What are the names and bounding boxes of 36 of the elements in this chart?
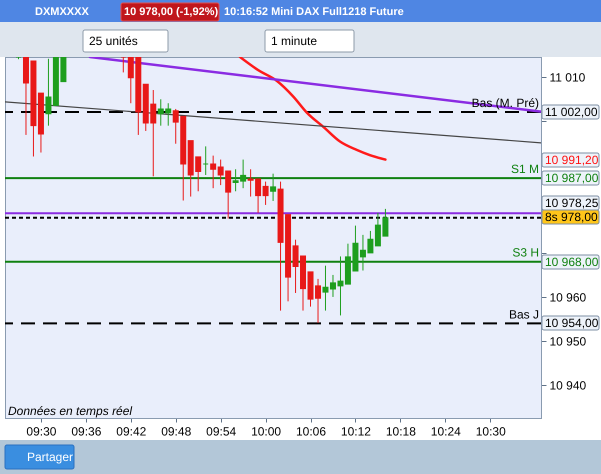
chart-title: 10:16:52 Mini DAX Full1218 Future [224, 6, 404, 18]
line-series [238, 57, 387, 161]
x-tick-label: 09:30 [26, 424, 57, 438]
text: DXMXXXX [35, 6, 90, 18]
x-tick-label: 09:54 [206, 424, 236, 438]
y-tick-label: 10 960 [550, 290, 587, 304]
text: 10 968,00 [545, 255, 599, 269]
x-tick-label: 10:18 [386, 424, 416, 438]
ref-line-label: Bas J [508, 307, 539, 322]
candlestick [202, 146, 209, 176]
text: 10 978,25 [545, 196, 599, 210]
y-tick-label: 10 940 [550, 378, 587, 392]
x-tick-label: 10:30 [476, 424, 506, 438]
x-tick-label: 09:42 [116, 424, 147, 438]
y-tick-label: 10 950 [550, 334, 587, 348]
ref-line-label: S1 M [510, 162, 539, 176]
text: 10 987,00 [545, 171, 599, 185]
text: 10 978,00 (-1,92%) [124, 6, 219, 18]
text: 1 minute [271, 34, 318, 48]
y-tick-label: 11 010 [550, 70, 586, 84]
text: 10 991,20 [545, 153, 599, 167]
text: 10 954,00 [545, 316, 599, 330]
x-tick-label: 10:06 [296, 424, 326, 438]
text: 25 unités [89, 34, 138, 48]
ref-line-label: S3 H [512, 246, 539, 260]
annotation: Données en temps réel [8, 404, 132, 418]
x-tick-label: 09:48 [161, 424, 192, 438]
x-tick-label: 10:24 [430, 424, 462, 438]
text: Partager [27, 450, 74, 464]
candlestick [120, 57, 126, 73]
text: 11 002,00 [545, 105, 598, 119]
x-tick-label: 10:12 [340, 424, 372, 438]
x-tick-label: 09:36 [71, 424, 102, 438]
x-tick-label: 10:00 [251, 424, 282, 438]
candlestick [270, 173, 276, 202]
text: 8s 978,00 [545, 210, 598, 224]
